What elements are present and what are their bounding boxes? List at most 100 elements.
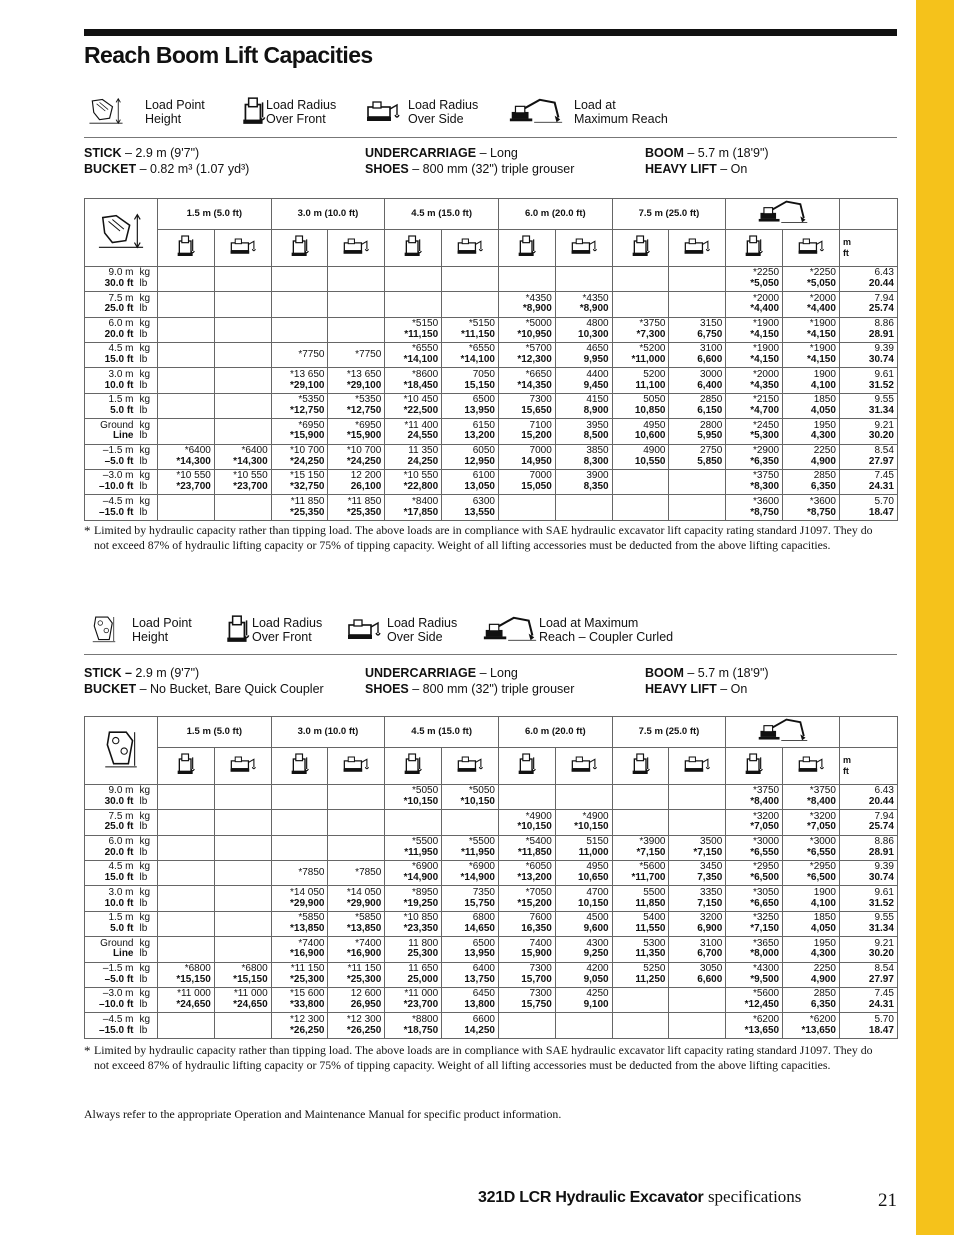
direction-icon [327,228,386,267]
capacity-cell: *6550 *14,100 [384,341,443,369]
capacity-cell: *3050 *6,650 [725,885,784,912]
capacity-cell [213,885,272,912]
capacity-cell: *11 850 *25,350 [327,494,386,521]
capacity-cell: 4400 9,450 [554,367,613,394]
unit-lb: lb [139,872,148,884]
max-reach: 6.43 20.44 [838,265,898,293]
table-wrap: 1.5 m (5.0 ft) 3.0 m (10.0 ft) 4.5 m (15.0… [84,198,898,521]
height-label: 6.0 m 20.0 ft [84,316,137,343]
capacity-lb: 25,000 [407,973,439,985]
max-reach: 8.54 27.97 [838,961,898,988]
capacity-kg: *6950 [355,419,382,431]
capacity-cell: *3750 *8,300 [725,468,784,496]
capacity-cell: *7400 *16,900 [270,936,329,963]
capacity-cell [327,809,386,836]
capacity-lb: 6,900 [697,922,723,934]
capacity-kg: 3350 [700,886,723,898]
reach-ft: 28.91 [868,328,894,340]
units: kg lb [136,961,158,988]
capacity-lb: *25,300 [290,973,325,985]
height-label: 9.0 m 30.0 ft [84,783,137,811]
capacity-cell: *5400 *11,850 [497,834,556,861]
capacity-kg: *11 150 [347,962,382,974]
capacity-kg: *8950 [412,886,439,898]
capacity-kg: 12 200 [350,470,382,482]
capacity-lb: 6,150 [697,404,723,416]
capacity-lb: *4,150 [750,328,780,340]
capacity-kg: *5150 [412,317,439,329]
legend-label: Load Point Height [132,616,192,644]
data-row: 3.0 m 10.0 ft kg lb *13 650 *29,100 *13 650 *29… [84,367,898,394]
height-m: 4.5 m [108,343,134,355]
capacity-lb: 10,600 [634,430,666,442]
capacity-kg: *10 550 [403,470,439,482]
spec-value: – 5.7 m (18'9") [687,666,769,680]
capacity-cell: *1900 *4,150 [782,316,840,343]
capacity-lb: *22,500 [403,404,439,416]
capacity-lb: *23,700 [176,481,211,493]
capacity-lb: 5,850 [697,455,723,467]
footnote-marker: * [84,1043,91,1058]
header-row: 1.5 m (5.0 ft) 3.0 m (10.0 ft) 4.5 m (15.0… [84,716,898,785]
capacity-lb: *5,050 [807,277,836,289]
data-row: 7.5 m 25.0 ft kg lb *4900 *10,150 *4900 *10,150… [84,809,898,836]
capacity-kg: 2250 [813,962,836,974]
spec-value: 2.9 m (9'7") [135,666,200,680]
capacity-cell: *5600 *12,450 [725,986,784,1014]
capacity-lb: 4,100 [810,379,836,391]
capacity-cell [213,809,272,836]
capacity-kg: 7300 [529,394,552,406]
capacity-kg: 4950 [643,419,666,431]
capacity-lb: 8,500 [583,430,609,442]
height-m: 7.5 m [108,810,134,822]
capacity-lb: *7,150 [750,922,780,934]
capacity-kg: *10 450 [403,394,439,406]
icon [97,210,145,256]
capacity-kg: *8800 [412,1013,439,1025]
capacity-cell: *8800 *18,750 [384,1012,443,1039]
data-row: Ground Line kg lb *6950 *15,900 *6950 *15,900 *1… [84,418,898,445]
direction-icon [668,228,727,267]
capacity-kg: 5500 [643,886,666,898]
max-reach: 9.21 30.20 [838,418,898,445]
capacity-kg: *1900 [809,317,836,329]
capacity-lb: *8,900 [579,303,609,315]
capacity-lb: *14,100 [403,354,439,366]
icon [176,234,196,262]
capacity-lb: 13,550 [464,506,495,518]
capacity-cell: *4350 *8,900 [554,291,613,318]
capacity-cell: 3950 8,500 [554,418,613,445]
height-m: Ground [100,419,134,431]
reach-m: 7.45 [874,988,894,1000]
capacity-cell [497,1012,556,1039]
header-row: 1.5 m (5.0 ft) 3.0 m (10.0 ft) 4.5 m (15.0… [84,198,898,267]
height-label: 1.5 m 5.0 ft [84,392,137,420]
capacity-lb: *15,900 [346,430,382,442]
capacity-lb: 11,350 [635,948,666,960]
capacity-lb: 26,100 [350,481,382,493]
capacity-cell [554,265,613,293]
height-label: –3.0 m –10.0 ft [84,986,137,1014]
capacity-lb: *25,300 [346,973,382,985]
capacity-kg: *5350 [298,394,325,406]
reach-m: 5.70 [874,495,894,507]
capacity-cell: *6400 *14,300 [157,443,215,470]
page-title: Reach Boom Lift Capacities [84,42,373,68]
height-m: –1.5 m [102,962,134,974]
capacity-lb: 4,900 [810,973,836,985]
direction-icon [668,746,727,785]
capacity-kg: 6400 [472,962,495,974]
capacity-cell: 3050 6,600 [668,961,727,988]
capacity-kg: *15 600 [290,988,325,1000]
capacity-cell: *13 650 *29,100 [270,367,329,394]
capacity-lb: *12,300 [517,354,552,366]
reach-ft: 30.74 [868,354,894,366]
capacity-cell: *5500 *11,950 [441,834,499,861]
direction-icon [441,228,499,267]
reach-ft: 24.31 [868,481,894,493]
capacity-kg: 3050 [700,962,723,974]
capacity-cell: *14 050 *29,900 [327,885,386,912]
unit-kg: kg [139,317,151,329]
capacity-lb: 9,950 [583,354,609,366]
units: kg lb [136,809,158,836]
